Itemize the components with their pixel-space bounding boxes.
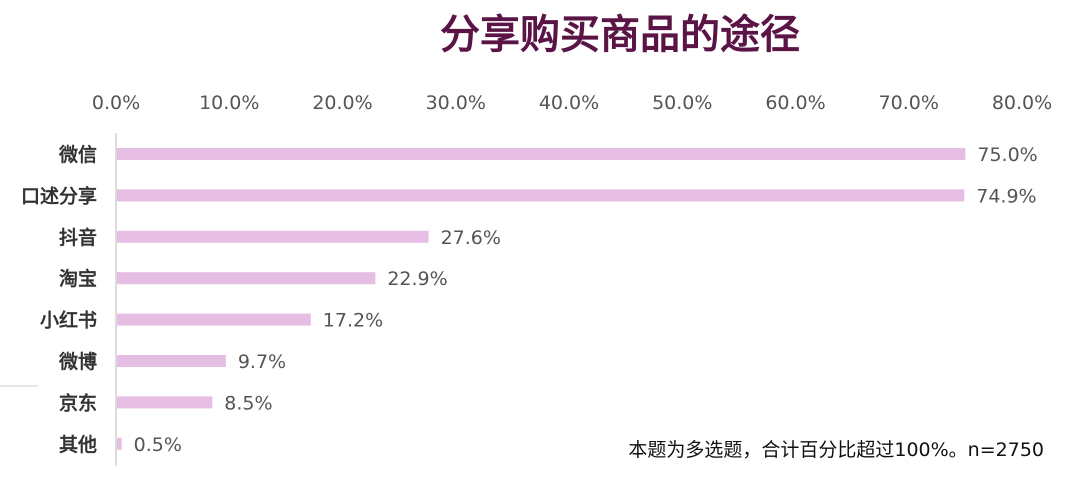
x-tick-label: 20.0% xyxy=(312,92,372,114)
chart-note: 本题为多选题，合计百分比超过100%。n=2750 xyxy=(628,439,1044,461)
bar xyxy=(117,148,966,160)
bar xyxy=(117,396,213,409)
category-label: 其他 xyxy=(59,433,97,456)
bar xyxy=(117,437,122,450)
value-label: 74.9% xyxy=(976,185,1036,207)
value-label: 75.0% xyxy=(977,144,1037,166)
bar xyxy=(117,230,429,243)
bar xyxy=(117,272,376,285)
bar xyxy=(117,313,311,326)
value-labels: 75.0% 74.9% 27.6% 22.9%17.2% 9.7% 8.5% 0.5% xyxy=(134,144,1038,456)
x-tick-label: 10.0% xyxy=(199,92,259,114)
category-label: 抖音 xyxy=(59,226,97,249)
x-tick-label: 80.0% xyxy=(992,92,1052,114)
x-tick-label: 50.0% xyxy=(652,92,712,114)
bar xyxy=(117,355,226,367)
chart-title: 分享购买商品的途径 xyxy=(440,12,800,58)
x-tick-label: 60.0% xyxy=(765,92,825,114)
value-label: 9.7% xyxy=(238,351,286,373)
category-label: 微博 xyxy=(58,350,97,373)
category-label: 口述分享 xyxy=(21,184,97,207)
value-label: 8.5% xyxy=(224,392,272,414)
category-label: 小红书 xyxy=(40,309,97,332)
bars-group xyxy=(117,148,966,450)
x-axis-ticks: 0.0% 10.0% 20.0% 30.0% 40.0% 50.0% 60.0% 70.0% 8… xyxy=(92,92,1052,114)
category-label: 微信 xyxy=(58,143,97,166)
value-label: 0.5% xyxy=(134,434,182,456)
x-tick-label: 30.0% xyxy=(426,92,486,114)
category-label: 淘宝 xyxy=(59,267,97,290)
x-tick-label: 0.0% xyxy=(92,92,140,114)
value-label: 27.6% xyxy=(441,227,501,249)
bar xyxy=(117,189,965,202)
value-label: 17.2% xyxy=(323,310,383,332)
value-label: 22.9% xyxy=(387,268,447,290)
category-label: 京东 xyxy=(59,391,97,414)
x-tick-label: 40.0% xyxy=(539,92,599,114)
x-tick-label: 70.0% xyxy=(879,92,939,114)
